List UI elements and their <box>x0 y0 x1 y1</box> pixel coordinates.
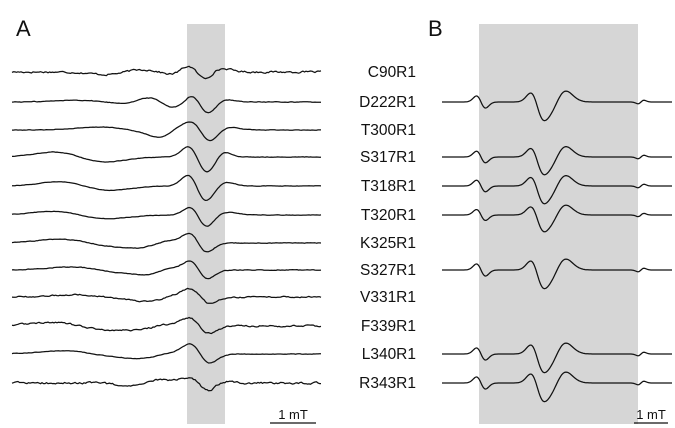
spectrum-a-trace <box>11 287 322 304</box>
sample-label: F339R1 <box>361 318 416 335</box>
sample-labels: C90R1 D222R1 T300R1 S317R1 T318R1 T320R1 K325R… <box>359 64 416 392</box>
panel-b: B 1 mT <box>428 16 672 424</box>
panel-a-label: A <box>16 16 31 41</box>
spectrum-a-trace <box>12 146 322 173</box>
spectrum-a-trace <box>11 96 321 114</box>
sample-label: K325R1 <box>360 235 416 252</box>
panel-a: A 1 mT <box>11 16 322 424</box>
spectrum-b-trace <box>442 258 672 290</box>
sample-label: V331R1 <box>360 289 416 306</box>
spectrum-b-trace <box>442 174 672 205</box>
sample-label: T318R1 <box>361 178 416 195</box>
sample-label: L340R1 <box>362 346 416 363</box>
panel-b-traces <box>442 90 672 403</box>
panel-a-traces <box>11 65 322 392</box>
spectrum-b-trace <box>442 371 672 403</box>
spectrum-a-trace <box>11 316 322 335</box>
spectrum-a-trace <box>11 343 322 364</box>
spectrum-b-trace <box>442 342 672 374</box>
spectrum-a-trace <box>11 232 322 253</box>
panel-a-shaded-region <box>187 24 225 424</box>
spectrum-a-trace <box>11 260 322 280</box>
sample-label: S327R1 <box>360 262 416 279</box>
sample-label: T300R1 <box>361 122 416 139</box>
sample-label: D222R1 <box>359 94 416 111</box>
spectrum-b-trace <box>442 90 672 122</box>
spectrum-a-trace <box>11 206 322 227</box>
spectrum-a-trace <box>11 65 322 80</box>
spectrum-a-trace <box>11 174 322 202</box>
panel-b-shaded-region <box>479 24 638 424</box>
sample-label: S317R1 <box>360 149 416 166</box>
sample-label: T320R1 <box>361 207 416 224</box>
spectrum-a-trace <box>12 121 321 142</box>
spectrum-b-trace <box>442 145 672 176</box>
spectrum-b-trace <box>442 204 672 233</box>
panel-b-scale-label: 1 mT <box>636 407 666 422</box>
sample-label: C90R1 <box>368 64 416 81</box>
sample-label: R343R1 <box>359 375 416 392</box>
spectrum-a-trace <box>11 377 321 392</box>
panel-b-label: B <box>428 16 443 41</box>
panel-a-scale-label: 1 mT <box>278 407 308 422</box>
